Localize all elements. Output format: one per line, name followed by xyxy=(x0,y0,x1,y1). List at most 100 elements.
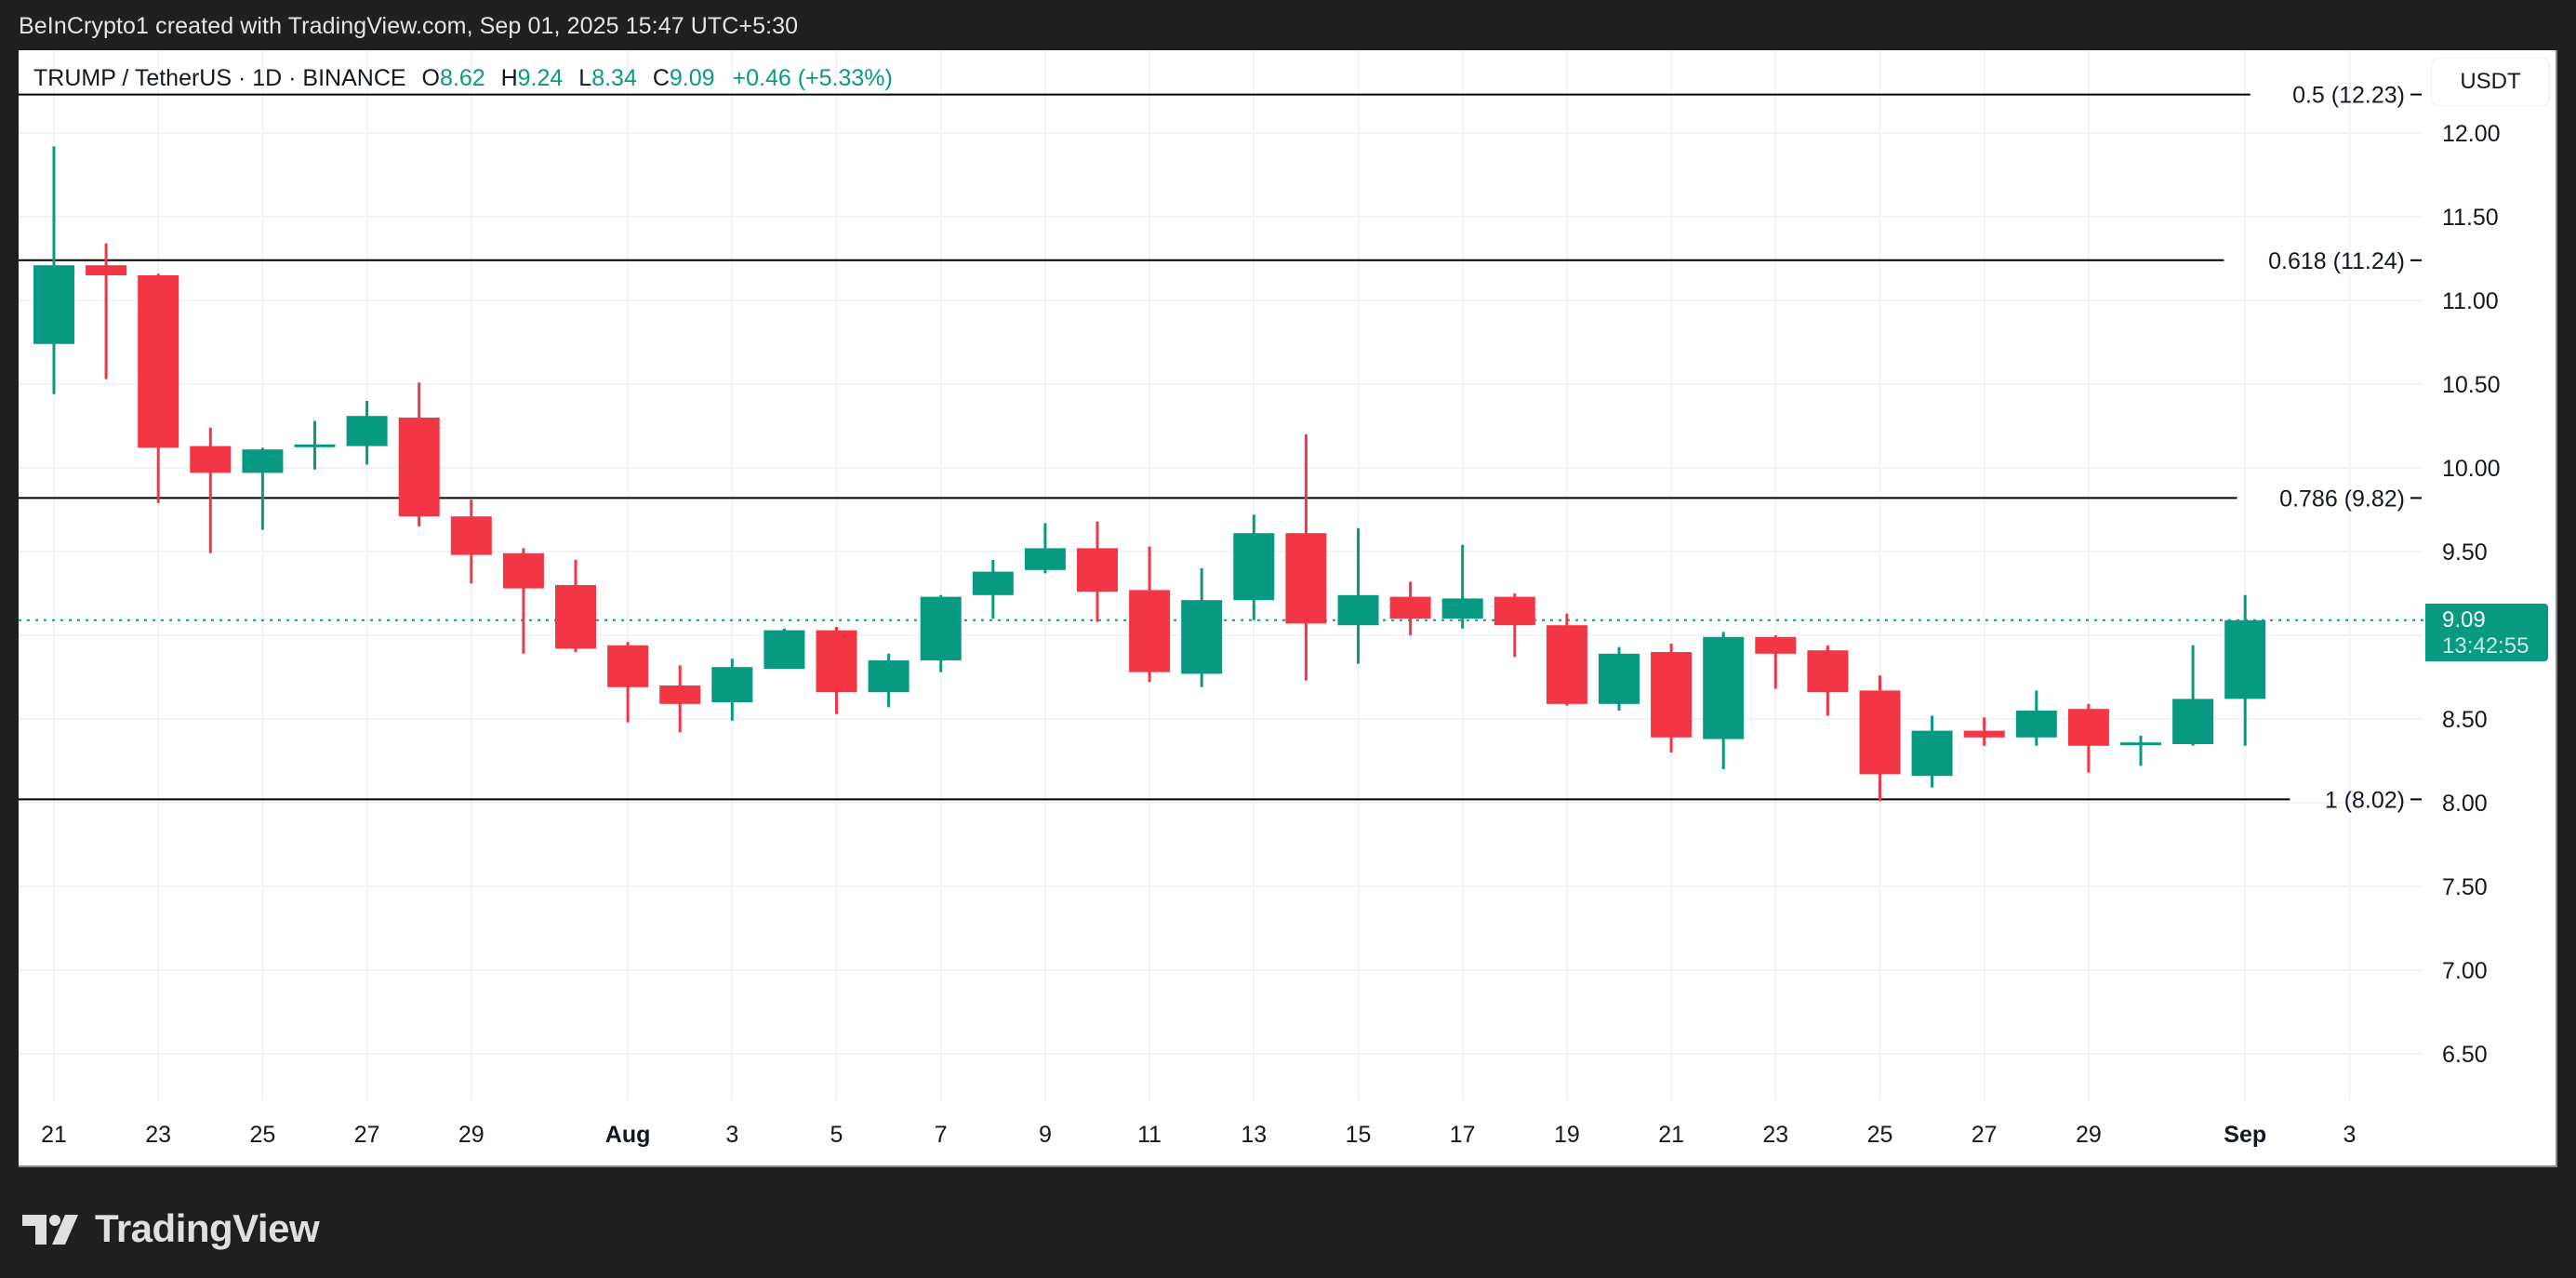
symbol-legend: TRUMP / TetherUS · 1D · BINANCE O8.62 H9… xyxy=(33,65,893,92)
candle-body-up xyxy=(2120,742,2161,746)
candle-body-down xyxy=(2067,709,2109,746)
y-tick-label: 7.00 xyxy=(2442,958,2488,984)
candle-body-up xyxy=(711,667,753,702)
candle-body-down xyxy=(1129,590,1171,672)
candle-body-down xyxy=(1807,650,1849,693)
x-tick-label: Aug xyxy=(605,1122,651,1148)
open-label: O xyxy=(421,65,440,91)
x-tick-label: 27 xyxy=(354,1122,380,1148)
candle-body-down xyxy=(398,418,440,517)
candle-body-up xyxy=(1181,600,1223,674)
candle-body-up xyxy=(1599,653,1640,704)
bar-countdown: 13:42:55 xyxy=(2442,632,2530,659)
candle-body-up xyxy=(868,660,910,693)
tradingview-logo-text: TradingView xyxy=(95,1206,320,1250)
fib-level-label: 0.786 (9.82) xyxy=(2279,486,2405,512)
candle-body-down xyxy=(1651,652,1693,738)
candle-body-down xyxy=(1755,636,1797,654)
fib-level-label: 0.618 (11.24) xyxy=(2268,248,2405,274)
x-tick-label: 19 xyxy=(1554,1122,1580,1148)
x-tick-label: 5 xyxy=(830,1122,843,1148)
candle-body-down xyxy=(1859,690,1901,775)
candle-body-up xyxy=(1337,594,1379,626)
candle-body-down xyxy=(1494,596,1535,626)
candle-body-down xyxy=(502,552,544,589)
candle-body-down xyxy=(1389,596,1431,619)
x-tick-label: 25 xyxy=(249,1122,275,1148)
fib-level-label: 1 (8.02) xyxy=(2325,787,2405,813)
candle-body-up xyxy=(1233,533,1275,601)
high-label: H xyxy=(500,65,518,91)
candle-body-down xyxy=(607,645,649,687)
x-tick-label: 29 xyxy=(2076,1122,2102,1148)
change-value: +0.46 (+5.33%) xyxy=(732,65,893,91)
y-tick-label: 8.50 xyxy=(2442,707,2488,733)
candle-body-down xyxy=(816,630,857,693)
candle-body-down xyxy=(190,446,232,473)
symbol-title: TRUMP / TetherUS · 1D · BINANCE xyxy=(33,65,406,91)
currency-button[interactable]: USDT xyxy=(2431,58,2550,106)
tradingview-logo: TradingView xyxy=(22,1206,320,1251)
x-tick-label: 9 xyxy=(1039,1122,1052,1148)
low-value: 8.34 xyxy=(591,65,637,91)
candle-body-down xyxy=(138,275,179,448)
fib-level-label: 0.5 (12.23) xyxy=(2292,83,2405,109)
chart-credit: BeInCrypto1 created with TradingView.com… xyxy=(19,13,799,39)
candle-body-up xyxy=(2224,619,2266,699)
candle-body-up xyxy=(972,571,1014,595)
y-tick-label: 10.50 xyxy=(2442,372,2501,398)
y-tick-label: 11.50 xyxy=(2442,205,2499,231)
y-tick-label: 12.00 xyxy=(2442,121,2501,147)
x-tick-label: 25 xyxy=(1867,1122,1893,1148)
x-tick-label: 3 xyxy=(725,1122,738,1148)
candle-body-up xyxy=(242,449,284,473)
candle-body-up xyxy=(1441,598,1483,619)
candle-body-down xyxy=(1285,533,1327,624)
candle-body-up xyxy=(2172,699,2214,744)
y-tick-label: 7.50 xyxy=(2442,874,2488,900)
candle-body-up xyxy=(920,596,962,660)
x-tick-label: 29 xyxy=(458,1122,485,1148)
x-tick-label: 13 xyxy=(1241,1122,1267,1148)
x-tick-label: 23 xyxy=(1762,1122,1788,1148)
candle-body-down xyxy=(1077,548,1118,592)
candle-body-down xyxy=(86,265,127,275)
x-tick-label: 23 xyxy=(145,1122,171,1148)
chart-frame[interactable]: TRUMP / TetherUS · 1D · BINANCE O8.62 H9… xyxy=(19,50,2557,1167)
x-tick-label: 21 xyxy=(41,1122,67,1148)
candle-body-up xyxy=(33,265,74,344)
candle-body-up xyxy=(346,416,388,446)
last-price-value: 9.09 xyxy=(2442,606,2486,632)
candle-body-down xyxy=(1963,730,2005,738)
y-tick-label: 6.50 xyxy=(2442,1042,2488,1068)
x-tick-label: 15 xyxy=(1346,1122,1372,1148)
candle-body-up xyxy=(1703,636,1745,739)
candle-body-up xyxy=(294,444,336,447)
x-tick-label: 21 xyxy=(1658,1122,1684,1148)
tradingview-logo-icon xyxy=(22,1215,78,1245)
low-label: L xyxy=(578,65,592,91)
candle-body-down xyxy=(659,686,701,704)
y-tick-label: 11.00 xyxy=(2442,288,2499,314)
close-label: C xyxy=(652,65,670,91)
last-price-label: 9.09 13:42:55 xyxy=(2425,603,2548,661)
y-tick-label: 10.00 xyxy=(2442,456,2501,482)
candle-body-up xyxy=(2015,711,2057,738)
x-tick-label: 17 xyxy=(1450,1122,1476,1148)
x-tick-label: Sep xyxy=(2224,1122,2266,1148)
close-value: 9.09 xyxy=(669,65,715,91)
candle-body-up xyxy=(1024,548,1066,570)
x-tick-label: 3 xyxy=(2343,1122,2356,1148)
candle-body-down xyxy=(450,516,492,555)
candle-body-up xyxy=(764,630,805,669)
candle-body-up xyxy=(1911,730,1953,777)
y-tick-label: 8.00 xyxy=(2442,791,2488,817)
candlestick-plot[interactable]: 12.0011.5011.0010.5010.009.509.008.508.0… xyxy=(19,50,2556,1165)
y-tick-label: 9.50 xyxy=(2442,539,2488,566)
x-tick-label: 11 xyxy=(1137,1122,1162,1148)
x-tick-label: 27 xyxy=(1972,1122,1998,1148)
candle-body-down xyxy=(1546,625,1587,704)
high-value: 9.24 xyxy=(517,65,564,91)
open-value: 8.62 xyxy=(439,65,485,91)
x-tick-label: 7 xyxy=(935,1122,948,1148)
